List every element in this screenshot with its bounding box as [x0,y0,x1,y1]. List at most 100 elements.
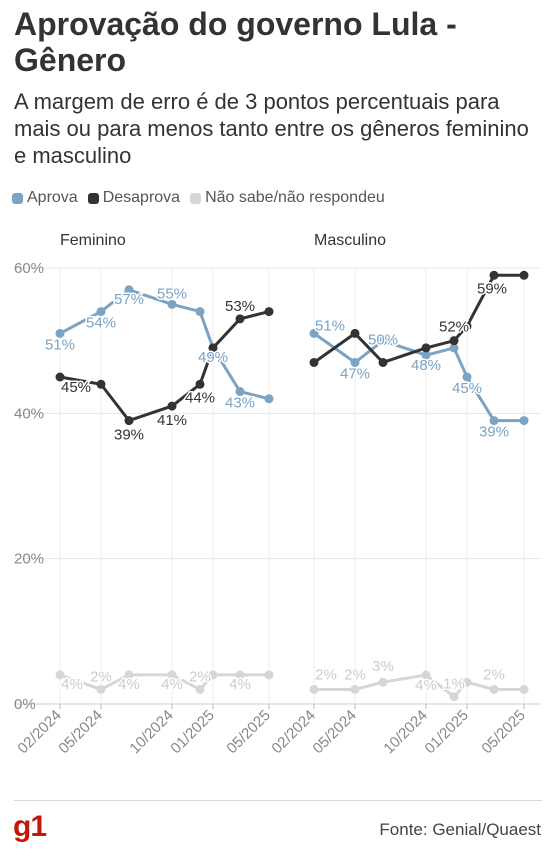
x-tick-label: 10/2024 [126,707,176,757]
data-label-nao-sabe: 4% [161,676,183,693]
data-point-nao-sabe [421,670,431,680]
data-point-nao-sabe [519,684,529,694]
y-tick-label: 40% [14,405,44,422]
data-point-desaprova [195,379,205,389]
data-point-aprova [462,372,472,382]
legend: Aprova Desaprova Não sabe/não respondeu [12,189,385,207]
data-label-aprova: 43% [225,395,255,412]
data-label-nao-sabe: 4% [61,676,83,693]
legend-label-nao-sabe: Não sabe/não respondeu [205,189,385,206]
data-point-aprova [519,416,529,426]
panel-title-feminino: Feminino [60,232,126,249]
panel-title-masculino: Masculino [314,232,386,249]
y-tick-label: 20% [14,551,44,568]
data-point-nao-sabe [350,684,360,694]
data-label-nao-sabe: 4% [118,676,140,693]
legend-swatch-nao-sabe [190,192,202,204]
data-label-nao-sabe: 2% [189,668,211,685]
data-point-nao-sabe [96,684,106,694]
data-point-aprova [350,357,360,367]
data-label-aprova: 39% [479,424,509,441]
data-label-nao-sabe: 4% [229,676,251,693]
data-point-nao-sabe [167,670,177,680]
data-point-desaprova [421,343,431,353]
data-label-nao-sabe: 2% [483,666,505,683]
data-point-desaprova [96,379,106,389]
data-label-nao-sabe: 1% [443,676,465,693]
data-point-nao-sabe [489,684,499,694]
data-label-aprova: 48% [411,357,441,374]
data-point-desaprova [55,372,65,382]
data-label-aprova: 54% [86,315,116,332]
data-point-nao-sabe [449,692,459,702]
data-point-aprova [124,285,134,295]
data-point-aprova [421,350,431,360]
data-label-desaprova: 45% [61,379,91,396]
data-point-nao-sabe [235,670,245,680]
data-label-aprova: 50% [368,332,398,349]
data-point-aprova [96,307,106,317]
chart-title: Aprovação do governo Lula - Gênero [14,6,457,78]
data-point-aprova [309,328,319,338]
legend-label-aprova: Aprova [27,189,78,206]
data-label-aprova: 45% [452,380,482,397]
data-label-desaprova: 44% [185,389,215,406]
data-label-aprova: 51% [315,317,345,334]
x-tick-label: 01/2025 [421,707,471,757]
legend-item-nao-sabe[interactable]: Não sabe/não respondeu [190,189,385,207]
data-point-desaprova [264,307,274,317]
data-point-aprova [55,328,65,338]
x-tick-label: 02/2024 [268,707,318,757]
series-line-desaprova-masculino [312,273,526,364]
chart-subtitle: A margem de erro é de 3 pontos percentua… [14,89,529,168]
data-point-nao-sabe [124,670,134,680]
data-label-desaprova: 59% [477,280,507,297]
data-label-desaprova: 41% [157,412,187,429]
legend-item-desaprova[interactable]: Desaprova [87,189,180,207]
data-point-aprova [167,299,177,309]
legend-swatch-aprova [12,192,23,204]
data-label-aprova: 47% [340,365,370,382]
y-tick-label: 60% [14,260,44,277]
x-tick-label: 05/2025 [478,707,528,757]
x-tick-label: 05/2024 [309,707,359,757]
data-point-nao-sabe [55,670,65,680]
x-tick-label: 05/2024 [55,707,105,757]
data-point-desaprova [449,336,459,346]
data-point-aprova [449,343,459,353]
data-label-nao-sabe: 3% [372,658,394,675]
data-point-nao-sabe [462,677,472,687]
data-point-desaprova [519,270,529,280]
data-point-desaprova [309,357,319,367]
series-line-aprova-masculino [312,331,526,423]
data-label-nao-sabe: 4% [415,677,437,694]
data-point-desaprova [208,343,218,353]
data-point-desaprova [167,401,177,411]
data-label-aprova: 57% [114,291,144,308]
data-label-aprova: 49% [198,349,228,366]
data-point-aprova [235,387,245,397]
x-tick-label: 10/2024 [380,707,430,757]
data-label-nao-sabe: 2% [344,666,366,683]
x-tick-label: 05/2025 [223,707,273,757]
data-point-desaprova [489,270,499,280]
data-point-nao-sabe [309,684,319,694]
data-point-aprova [378,336,388,346]
data-point-nao-sabe [264,670,274,680]
series-line-nao-sabe-masculino [312,673,526,699]
data-label-desaprova: 39% [114,427,144,444]
g1-logo: g1 [13,810,47,843]
data-label-nao-sabe: 2% [315,666,337,683]
data-point-nao-sabe [195,684,205,694]
data-point-desaprova [462,321,472,331]
data-label-aprova: 51% [45,336,75,353]
data-point-nao-sabe [378,677,388,687]
data-point-aprova [195,307,205,317]
legend-swatch-desaprova [87,192,99,204]
series-line-aprova-feminino [58,288,271,401]
data-point-aprova [264,394,274,404]
data-label-nao-sabe: 2% [90,668,112,685]
legend-item-aprova[interactable]: Aprova [12,189,78,207]
y-tick-label: 0% [14,696,36,713]
